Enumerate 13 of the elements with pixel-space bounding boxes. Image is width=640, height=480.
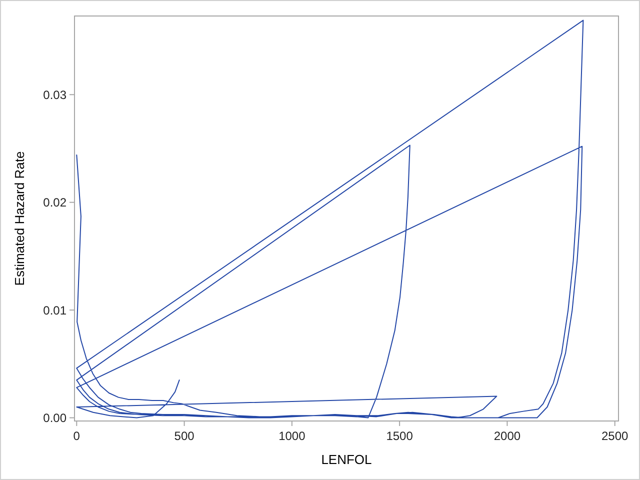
x-tick-label: 2500 (601, 429, 629, 443)
y-tick-label: 0.02 (43, 196, 67, 210)
x-axis-title: LENFOL (321, 452, 372, 467)
line-series (76, 20, 584, 418)
x-tick-label: 0 (73, 429, 80, 443)
x-tick-label: 1500 (386, 429, 414, 443)
y-tick-label: 0.01 (43, 303, 67, 318)
y-tick-label: 0.00 (43, 410, 67, 425)
y-tick-label: 0.03 (43, 88, 67, 102)
x-tick-label: 2000 (494, 429, 521, 443)
x-tick-label: 500 (174, 429, 195, 443)
x-tick-label: 1000 (278, 429, 306, 443)
y-axis-title: Estimated Hazard Rate (12, 151, 27, 286)
